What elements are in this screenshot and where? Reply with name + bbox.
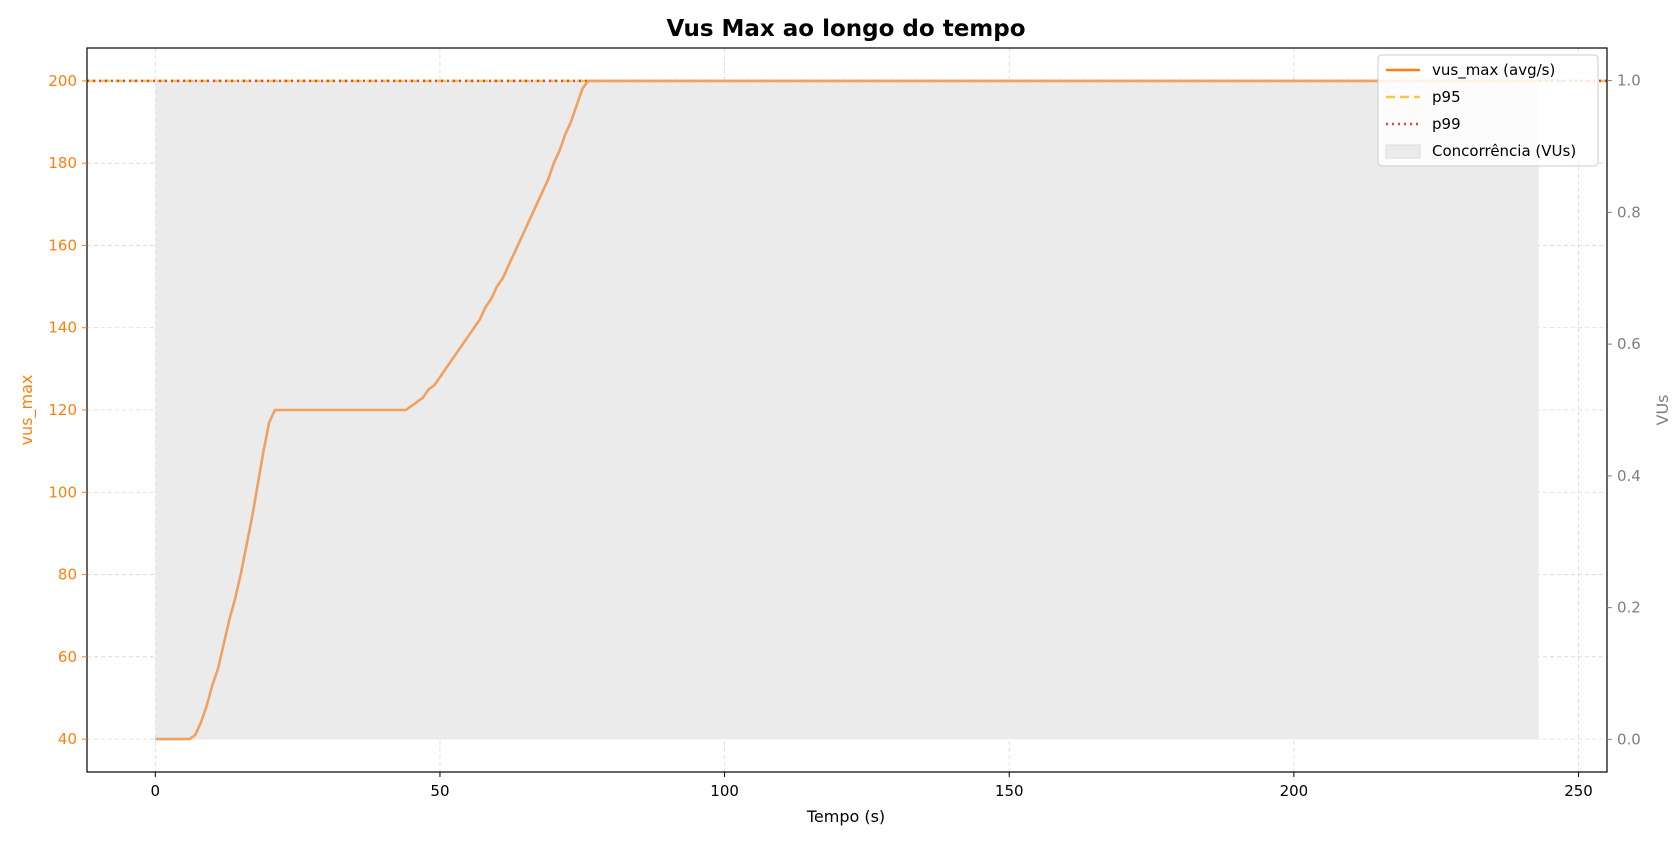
tick-layer: 0 50 100 150 200 250 40 60 80 100 120 140 160 180 200 0… (48, 72, 1641, 800)
fill-layer (155, 80, 1539, 740)
y-tick-label: 60 (58, 648, 77, 666)
legend-concurrency-label: Concorrência (VUs) (1432, 142, 1576, 160)
y-tick-label: 140 (48, 319, 77, 337)
legend: vus_max (avg/s) p95 p99 Concorrência (VUs) (1377, 54, 1599, 167)
y-right-tick-label: 0.8 (1617, 203, 1641, 221)
x-tick-label: 100 (710, 782, 739, 800)
y-tick-label: 160 (48, 236, 77, 254)
y-right-tick-label: 0.0 (1617, 730, 1641, 748)
legend-vus-max-label: vus_max (avg/s) (1432, 61, 1555, 80)
legend-p99-label: p99 (1432, 115, 1461, 133)
y-tick-label: 120 (48, 401, 77, 419)
concurrency-area (155, 80, 1539, 740)
y-right-tick-label: 1.0 (1617, 72, 1641, 90)
x-tick-label: 200 (1280, 782, 1309, 800)
y-tick-label: 40 (58, 730, 77, 748)
y-right-tick-label: 0.2 (1617, 599, 1641, 617)
chart-title: Vus Max ao longo do tempo (666, 16, 1025, 42)
y-tick-label: 80 (58, 566, 77, 584)
x-tick-label: 250 (1564, 782, 1593, 800)
y-right-tick-label: 0.4 (1617, 467, 1641, 485)
y-tick-label: 100 (48, 483, 77, 501)
x-tick-label: 150 (995, 782, 1024, 800)
x-tick-label: 50 (430, 782, 449, 800)
y-tick-label: 200 (48, 72, 77, 90)
legend-p95-label: p95 (1432, 88, 1461, 106)
vus-max-line (155, 79, 1539, 741)
x-axis-label: Tempo (s) (806, 807, 885, 826)
y-tick-label: 180 (48, 154, 77, 172)
legend-box (1377, 54, 1599, 167)
line-layer (155, 79, 1539, 741)
legend-concurrency-swatch (1385, 144, 1421, 159)
y-right-axis-label: VUs (1653, 395, 1672, 426)
y-right-tick-label: 0.6 (1617, 335, 1641, 353)
y-axis-label: vus_max (17, 375, 37, 446)
x-tick-label: 0 (151, 782, 161, 800)
